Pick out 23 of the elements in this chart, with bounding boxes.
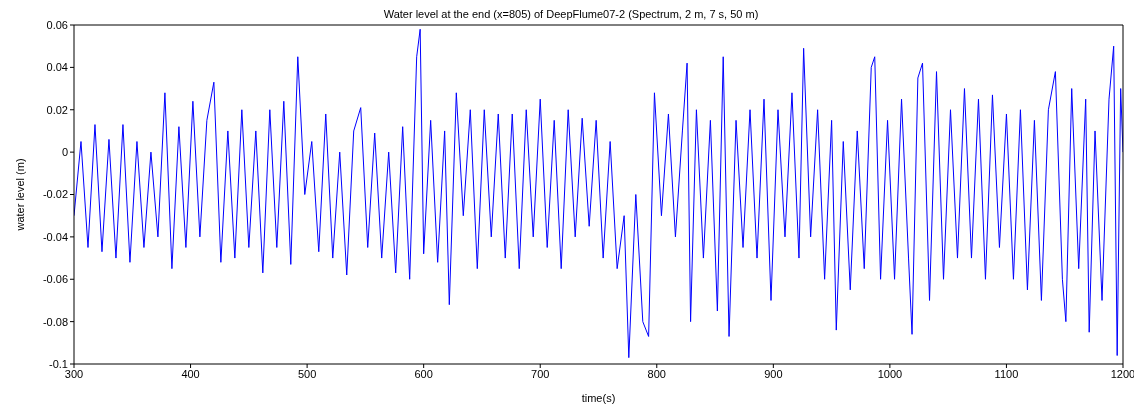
x-axis-title: time(s) [581,392,616,404]
y-tick-label: -0.04 [42,230,68,243]
x-tick-label: 700 [531,367,550,380]
x-tick-label: 400 [181,367,200,380]
chart-title: Water level at the end (x=805) of DeepFlume07-2 (Spectrum, 2 m, 7 s, 50 m) [382,8,760,20]
x-tick-label: 300 [64,367,84,380]
x-tick-label: 1200 [1110,367,1136,380]
x-tick-label: 1100 [994,367,1019,380]
y-tick-label: -0.1 [49,357,68,370]
x-tick-label: 500 [297,367,317,380]
y-axis-title: water level (m) [13,158,26,232]
x-tick-label: 1000 [877,367,903,380]
y-tick-label: -0.08 [42,315,68,328]
y-tick-label: -0.06 [42,273,68,286]
x-tick-label: 800 [647,367,666,380]
y-tick-label: -0.02 [42,188,68,201]
y-tick-label: 0 [61,146,68,159]
y-tick-label: 0.04 [46,61,68,74]
x-tick-label: 600 [414,367,433,380]
y-tick-label: 0.02 [46,103,68,116]
line-series [74,28,1123,359]
x-tick-label: 900 [764,367,783,380]
y-tick-label: 0.06 [46,18,68,31]
